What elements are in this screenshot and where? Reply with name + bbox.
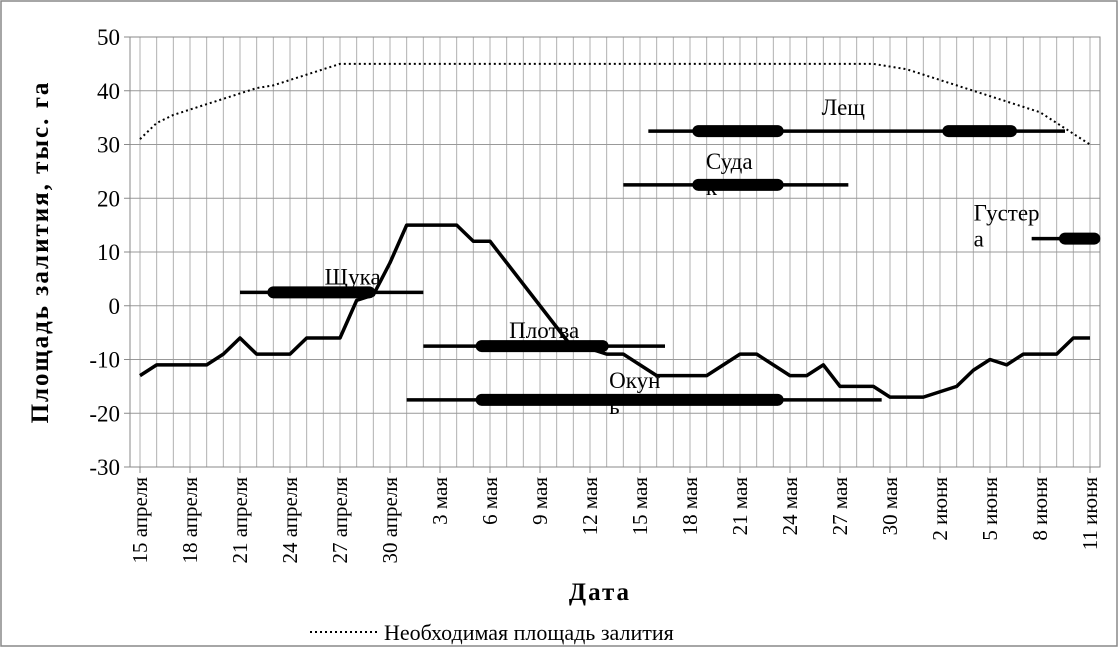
- x-tick-label: 15 мая: [628, 477, 652, 536]
- y-tick-label: 40: [97, 79, 120, 104]
- y-tick-label: 20: [97, 186, 120, 211]
- y-tick-label: 10: [97, 240, 120, 265]
- x-tick-label: 9 мая: [528, 477, 552, 525]
- x-tick-label: 24 мая: [778, 477, 802, 536]
- fish-label: Густер: [974, 201, 1040, 226]
- x-tick-label: 21 мая: [728, 477, 752, 536]
- x-tick-label: 3 мая: [428, 477, 452, 525]
- y-tick-label: -20: [89, 401, 120, 426]
- y-tick-label: 0: [109, 294, 121, 319]
- x-tick-label: 12 мая: [578, 477, 602, 536]
- x-tick-label: 30 мая: [878, 477, 902, 536]
- line-series: [139, 62, 1091, 146]
- plot-border: [129, 36, 1101, 468]
- x-tick-label: 27 мая: [828, 477, 852, 536]
- fish-label: Плотва: [509, 318, 579, 343]
- y-tick-label: -30: [89, 455, 120, 480]
- fish-label: а: [974, 227, 984, 252]
- fish-label: Щука: [325, 264, 381, 289]
- y-tick-label: 50: [97, 25, 120, 50]
- fish-label: к: [706, 175, 718, 200]
- fish-label: Окун: [609, 368, 660, 393]
- y-tick-label: 30: [97, 133, 120, 158]
- x-tick-label: 2 июня: [928, 477, 952, 541]
- x-tick-label: 30 апреля: [378, 477, 402, 564]
- legend-label: Необходимая площадь залития: [384, 620, 674, 645]
- x-tick-label: 18 апреля: [178, 477, 202, 564]
- x-tick-label: 21 апреля: [228, 477, 252, 564]
- x-tick-label: 24 апреля: [278, 477, 302, 564]
- x-tick-label: 27 апреля: [328, 477, 352, 564]
- x-tick-label: 18 мая: [678, 477, 702, 536]
- fish-label: ь: [609, 394, 620, 419]
- fish-label: Суда: [706, 149, 753, 174]
- x-tick-label: 11 июня: [1078, 477, 1102, 551]
- x-tick-label: 6 мая: [478, 477, 502, 525]
- y-tick-label: -10: [89, 348, 120, 373]
- x-tick-label: 5 июня: [978, 477, 1002, 541]
- y-axis-label: Площадь залития, тыс. га: [27, 81, 54, 424]
- x-tick-label: 8 июня: [1028, 477, 1052, 541]
- line-series: [139, 223, 1090, 399]
- x-axis-label: Дата: [569, 579, 631, 606]
- x-tick-label: 15 апреля: [128, 477, 152, 564]
- fish-label: Лещ: [822, 95, 866, 120]
